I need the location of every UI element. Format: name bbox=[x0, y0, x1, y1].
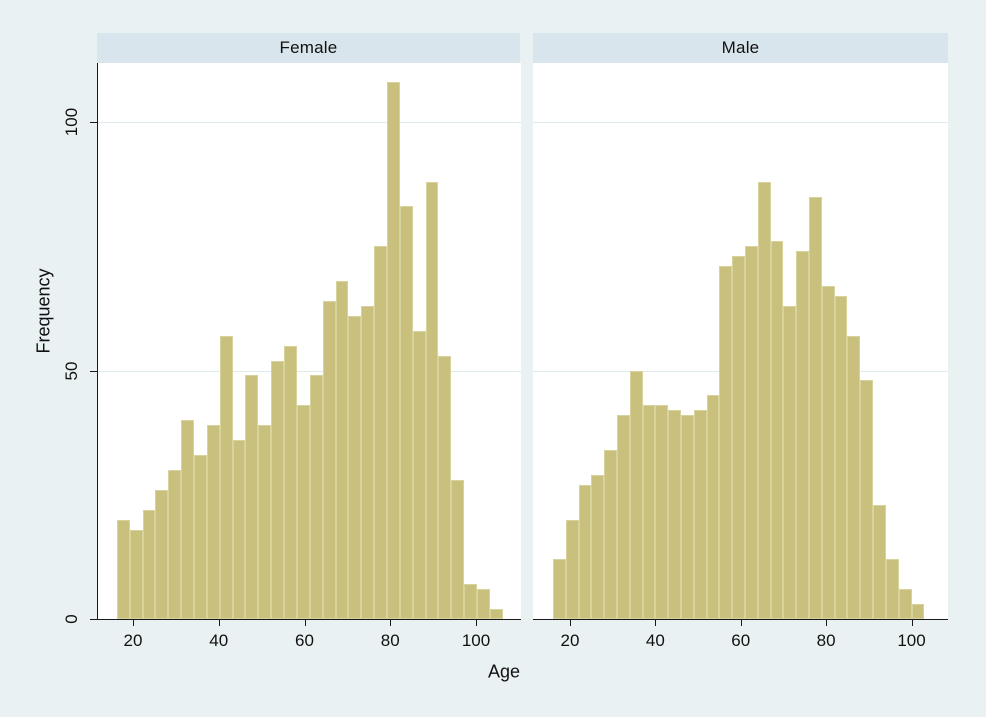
x-tick-mark bbox=[570, 619, 571, 626]
x-tick-mark bbox=[390, 619, 392, 626]
histogram-bar bbox=[873, 504, 886, 619]
y-tick-label: 0 bbox=[62, 614, 81, 624]
histogram-bar bbox=[757, 181, 771, 619]
x-tick-mark bbox=[655, 619, 657, 626]
histogram-bar bbox=[412, 330, 426, 619]
x-tick-mark bbox=[826, 619, 828, 626]
histogram-bar bbox=[142, 509, 156, 619]
histogram-bar bbox=[451, 479, 465, 619]
x-tick-label: 60 bbox=[731, 631, 751, 650]
histogram-bar bbox=[706, 395, 720, 619]
histogram-bar bbox=[885, 559, 899, 619]
histogram-bar bbox=[181, 420, 195, 619]
histogram-bar bbox=[834, 295, 848, 619]
x-tick-label: 80 bbox=[816, 631, 836, 650]
y-gridline bbox=[98, 122, 521, 123]
x-tick-label: 40 bbox=[645, 631, 665, 650]
panel-title-female: Female bbox=[279, 38, 338, 57]
histogram-bar bbox=[245, 375, 259, 619]
histogram-bar bbox=[464, 584, 477, 619]
x-tick-label: 20 bbox=[123, 631, 143, 650]
x-tick-label: 80 bbox=[380, 631, 400, 650]
histogram-bar bbox=[565, 519, 579, 619]
x-tick-label: 40 bbox=[209, 631, 229, 650]
histogram-bar bbox=[206, 425, 220, 619]
histogram-bar bbox=[309, 375, 323, 619]
histogram-bar bbox=[860, 380, 874, 619]
y-tick-label: 100 bbox=[62, 107, 81, 137]
histogram-bar bbox=[642, 405, 656, 619]
histogram-bar bbox=[399, 206, 413, 619]
histogram-bar bbox=[668, 410, 681, 619]
histogram-bar bbox=[477, 589, 490, 619]
x-tick-mark bbox=[740, 619, 742, 626]
x-tick-mark bbox=[133, 619, 134, 626]
histogram-bar bbox=[604, 450, 617, 619]
histogram-bar bbox=[129, 529, 143, 619]
panel-title-male: Male bbox=[721, 38, 760, 57]
histogram-bar bbox=[296, 405, 310, 619]
x-tick-mark bbox=[304, 619, 306, 626]
x-tick-label: 60 bbox=[295, 631, 314, 650]
histogram-bar bbox=[680, 415, 694, 619]
histogram-bar bbox=[258, 425, 272, 619]
histogram-bar bbox=[386, 82, 400, 619]
histogram-bar bbox=[374, 246, 387, 619]
histogram-bar bbox=[552, 559, 566, 619]
y-gridline bbox=[98, 370, 521, 372]
histogram-bar bbox=[719, 266, 733, 619]
histogram-bar bbox=[796, 251, 810, 619]
x-tick-mark bbox=[911, 619, 913, 626]
histogram-bar bbox=[194, 454, 207, 619]
histogram-bar bbox=[116, 519, 130, 619]
histogram-bar bbox=[770, 241, 784, 619]
y-tick-label: 50 bbox=[62, 361, 81, 380]
y-tick-mark bbox=[90, 122, 97, 123]
histogram-bar bbox=[745, 246, 758, 619]
y-tick-mark bbox=[90, 619, 97, 620]
histogram-bar bbox=[591, 474, 605, 619]
histogram-bar bbox=[629, 370, 643, 619]
panel-strip-female: Female bbox=[97, 33, 520, 63]
x-tick-label: 100 bbox=[461, 631, 491, 650]
histogram-bar bbox=[489, 609, 503, 619]
histogram-bar bbox=[271, 360, 285, 619]
plot-area-male bbox=[533, 63, 948, 620]
x-tick-label: 100 bbox=[897, 631, 926, 650]
y-tick-mark bbox=[90, 370, 97, 372]
x-axis-title: Age bbox=[487, 661, 521, 682]
histogram-bar bbox=[335, 281, 349, 619]
panel-strip-male: Male bbox=[533, 33, 948, 63]
histogram-bar bbox=[322, 300, 336, 619]
histogram-bar bbox=[348, 315, 362, 619]
x-tick-label: 20 bbox=[560, 631, 580, 650]
plot-area-female bbox=[97, 63, 521, 620]
histogram-bar bbox=[847, 335, 861, 619]
histogram-bar bbox=[232, 440, 246, 619]
histogram-bar bbox=[284, 345, 297, 619]
histogram-bar bbox=[425, 181, 439, 619]
histogram-bar bbox=[821, 286, 835, 619]
histogram-bar bbox=[898, 589, 912, 619]
x-tick-mark bbox=[476, 619, 477, 626]
histogram-bar bbox=[155, 489, 169, 619]
histogram-bar bbox=[578, 484, 592, 619]
histogram-bar bbox=[438, 355, 452, 619]
y-axis-title: Frequency bbox=[33, 268, 54, 354]
histogram-bar bbox=[219, 335, 233, 619]
histogram-bar bbox=[783, 305, 797, 619]
histogram-bar bbox=[361, 305, 375, 619]
histogram-bar bbox=[616, 415, 630, 619]
histogram-bar bbox=[655, 405, 669, 619]
histogram-bar bbox=[693, 410, 707, 619]
histogram-bar bbox=[911, 604, 925, 619]
x-tick-mark bbox=[218, 619, 220, 626]
histogram-bar bbox=[809, 196, 822, 619]
histogram-bar bbox=[168, 469, 182, 619]
y-gridline bbox=[533, 122, 948, 123]
histogram-bar bbox=[732, 256, 746, 619]
